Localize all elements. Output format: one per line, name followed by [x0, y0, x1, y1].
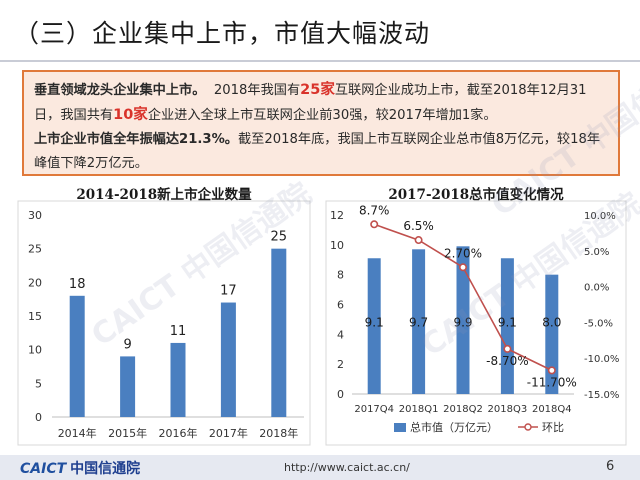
chart1-data-label: 17	[220, 284, 237, 299]
chart2-growth-label: 8.7%	[359, 203, 390, 217]
chart2-growth-point	[414, 236, 423, 245]
chart1-data-label: 18	[69, 277, 86, 292]
chart1-x-tick-label: 2016年	[159, 426, 198, 440]
chart2-growth-point	[503, 344, 512, 353]
chart1-ytick-label: 15	[28, 310, 42, 323]
summary-highlight-10: 10家	[113, 107, 148, 123]
chart2-legend-line-label: 环比	[542, 421, 564, 434]
chart1-bar	[271, 248, 287, 417]
chart1-ytick-label: 5	[35, 377, 42, 390]
summary-text-1a: 2018年我国有	[213, 83, 301, 98]
summary-box: 垂直领域龙头企业集中上市。 2018年我国有25家互联网企业成功上市，截至201…	[22, 70, 620, 176]
chart1-ytick-label: 30	[28, 209, 42, 222]
chart1-ytick-label: 10	[28, 344, 42, 357]
chart2-x-tick-label: 2018Q3	[488, 404, 528, 415]
summary-paragraph-1: 垂直领域龙头企业集中上市。 2018年我国有25家互联网企业成功上市，截至201…	[34, 78, 608, 128]
chart2-growth-point	[459, 263, 468, 272]
chart2-growth-label: -11.70%	[527, 375, 577, 389]
chart2-legend-bar-label: 总市值（万亿元）	[410, 420, 498, 434]
chart2-x-tick-label: 2018Q1	[399, 404, 439, 415]
summary-lead-2: 上市企业市值全年振幅达21.3%。	[34, 132, 238, 147]
chart2-bar-label: 9.7	[409, 315, 428, 329]
summary-lead-1: 垂直领域龙头企业集中上市。	[34, 83, 206, 98]
summary-text-1c: 企业进入全球上市互联网企业前30强，较2017年增加1家。	[147, 108, 497, 123]
footer-bar	[0, 455, 640, 480]
chart1-data-label: 25	[271, 230, 288, 245]
summary-paragraph-2: 上市企业市值全年振幅达21.3%。截至2018年底，我国上市互联网企业总市值8万…	[34, 128, 608, 176]
chart-title-listings: 2014-2018新上市企业数量	[76, 187, 252, 203]
page-number: 6	[606, 459, 615, 474]
chart2-left-ytick-label: 12	[330, 209, 344, 222]
new-listings-bar-chart: 0 5 10 15 20 25 30 18 2014年 9 2015年 11 2016年 17 2017年 2…	[17, 200, 311, 446]
chart2-x-tick-label: 2018Q4	[532, 404, 572, 415]
chart2-right-ytick-label: 5.0%	[584, 247, 609, 258]
chart2-bar-label: 9.9	[453, 315, 472, 329]
chart2-right-ytick-label: 10.0%	[584, 211, 616, 222]
chart1-x-tick-label: 2018年	[259, 426, 298, 440]
chart2-legend-line-marker	[524, 423, 532, 431]
chart2-bar	[456, 246, 470, 394]
chart2-bar-label: 9.1	[498, 315, 517, 329]
market-value-chart-panel: 2017-2018总市值变化情况 0 2 4 6 8 10 12 -15.0% -10.0% -5…	[322, 177, 630, 449]
chart2-bar	[500, 258, 514, 394]
chart2-growth-label: -8.70%	[486, 354, 528, 368]
chart1-bar	[69, 295, 85, 417]
chart2-left-ytick-label: 6	[337, 299, 344, 312]
chart1-data-label: 11	[170, 324, 187, 339]
chart1-frame	[17, 200, 311, 446]
chart-title-market-value: 2017-2018总市值变化情况	[388, 187, 564, 203]
chart1-x-tick-label: 2017年	[209, 426, 248, 440]
footer-url[interactable]: http://www.caict.ac.cn/	[284, 461, 410, 474]
chart1-ytick-label: 0	[35, 411, 42, 424]
chart2-growth-point	[370, 220, 379, 229]
chart1-bar	[170, 342, 186, 417]
market-value-combo-chart: 0 2 4 6 8 10 12 -15.0% -10.0% -5.0% 0.0% 5.0% 10.0% 9…	[325, 200, 627, 446]
caict-logo: CAICT 中国信通院	[20, 458, 140, 478]
chart2-left-ytick-label: 0	[337, 388, 344, 401]
chart1-data-label: 9	[123, 337, 131, 352]
chart1-ytick-label: 20	[28, 276, 42, 289]
chart2-bar-label: 9.1	[365, 315, 384, 329]
new-listings-chart-panel: 2014-2018新上市企业数量 0 5 10 15 20 25 30 18 2014年 9 201…	[14, 177, 314, 449]
chart1-x-tick-label: 2014年	[58, 426, 97, 440]
chart2-bar-label: 8.0	[542, 315, 561, 329]
chart2-left-ytick-label: 8	[337, 269, 344, 282]
chart2-right-ytick-label: -15.0%	[584, 390, 619, 401]
chart2-legend-bar-swatch	[394, 423, 406, 432]
chart2-growth-label: 6.5%	[403, 219, 434, 233]
chart2-right-ytick-label: -5.0%	[584, 318, 613, 329]
title-divider	[0, 60, 640, 62]
chart2-x-tick-label: 2018Q2	[443, 404, 483, 415]
chart1-bar	[220, 302, 236, 417]
summary-text-2: 截至2018年底，我国上市互联网企业总市值8万亿元，较18年峰值下降2万亿元。	[34, 132, 601, 171]
chart2-growth-point	[547, 366, 556, 375]
summary-text-1b: 互联网企业成功上市，截至2018年12月31日，我国共有	[34, 83, 587, 123]
chart1-ytick-label: 25	[28, 243, 42, 256]
summary-highlight-25: 25家	[300, 82, 335, 98]
chart2-left-ytick-label: 10	[330, 239, 344, 252]
chart2-x-tick-label: 2017Q4	[354, 404, 394, 415]
chart2-right-ytick-label: -10.0%	[584, 354, 619, 365]
logo-text-en: CAICT	[20, 461, 67, 477]
chart2-right-ytick-label: 0.0%	[584, 283, 609, 294]
logo-text-cn: 中国信通院	[70, 461, 141, 477]
slide-title: （三）企业集中上市，市值大幅波动	[14, 19, 431, 48]
chart1-x-tick-label: 2015年	[108, 426, 147, 440]
chart1-bar	[120, 356, 136, 417]
chart2-bar	[545, 274, 559, 394]
chart2-left-ytick-label: 2	[337, 358, 344, 371]
chart2-bar	[367, 258, 381, 394]
chart2-bar	[412, 249, 426, 394]
chart2-frame	[325, 200, 627, 446]
chart2-left-ytick-label: 4	[337, 328, 344, 341]
chart2-growth-label: 2.70%	[444, 246, 482, 260]
